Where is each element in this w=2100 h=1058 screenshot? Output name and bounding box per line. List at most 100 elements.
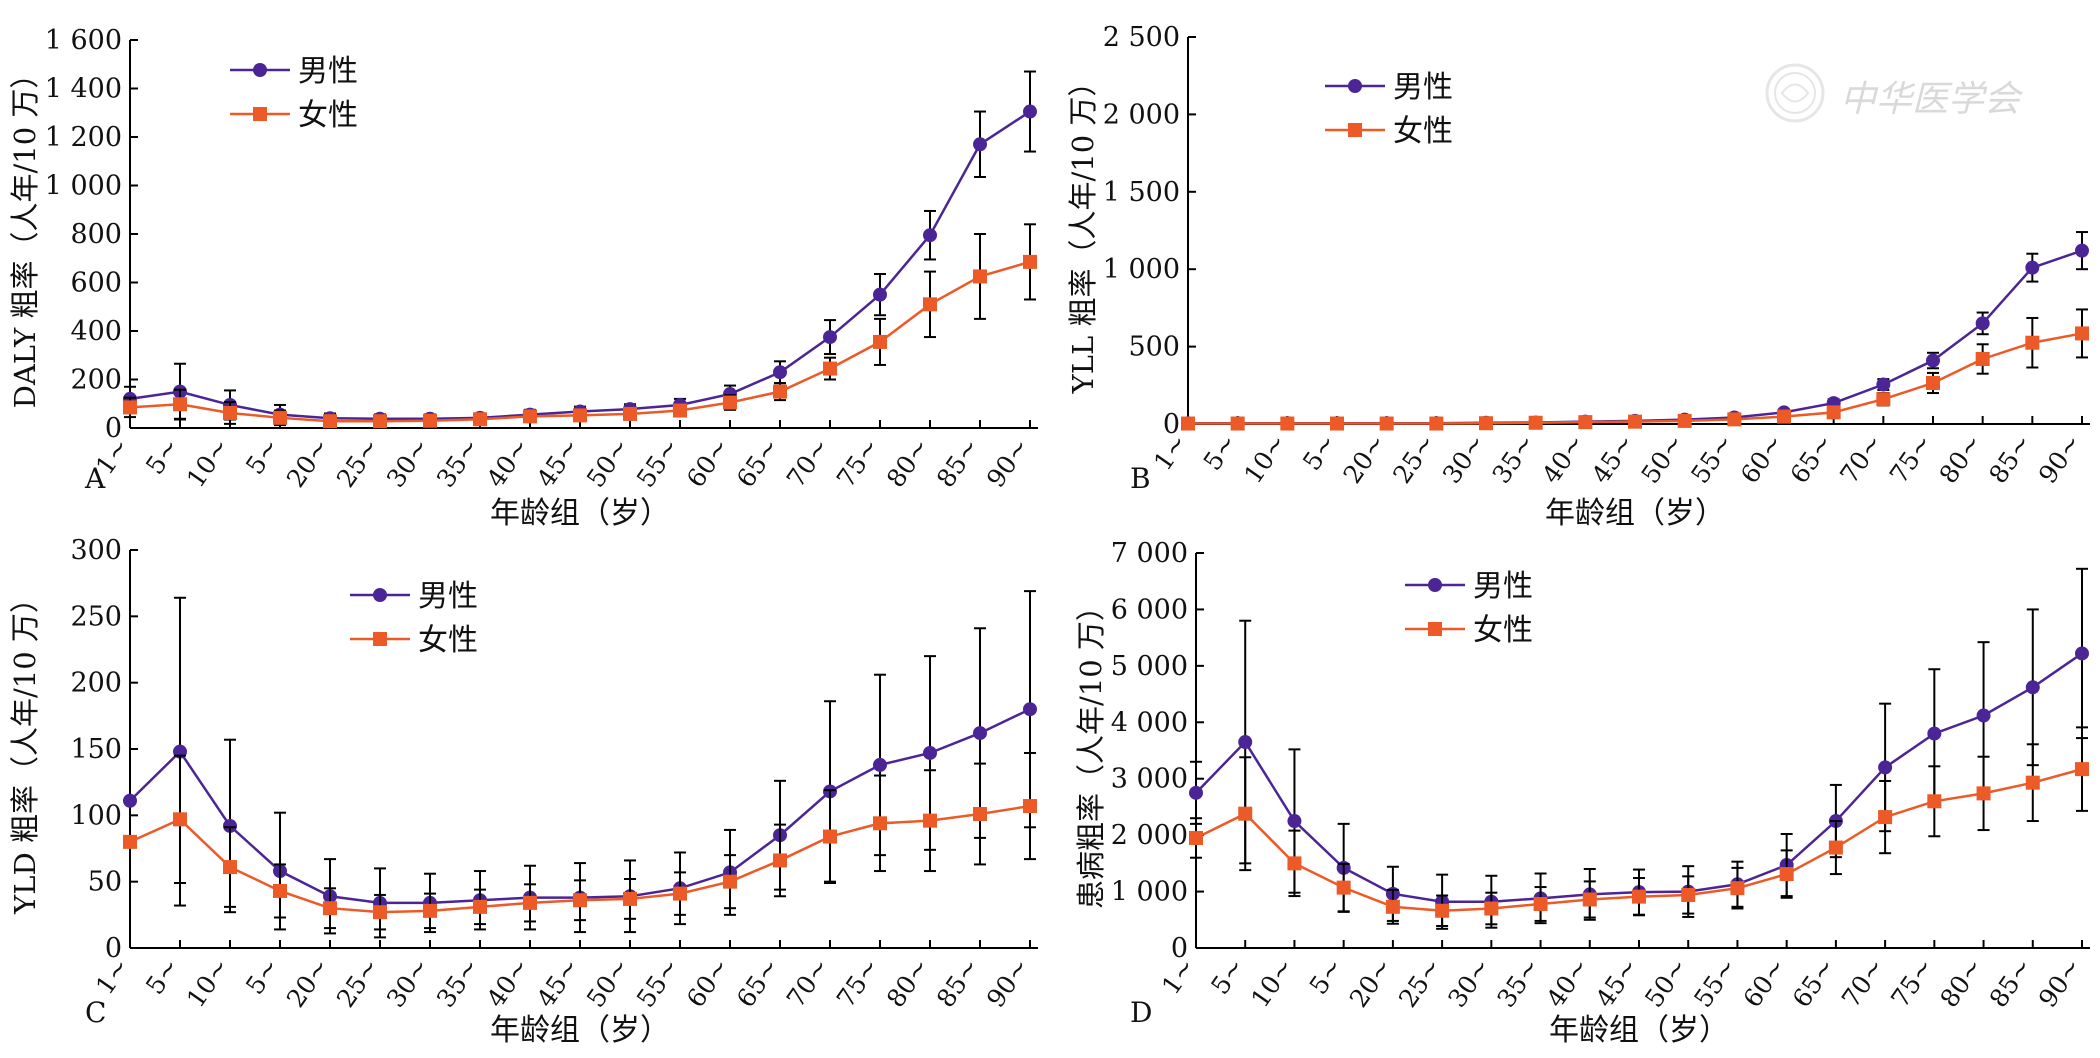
data-point — [223, 405, 237, 420]
data-point — [1429, 416, 1444, 431]
x-tick-label: 20~ — [281, 953, 335, 1013]
data-point — [1023, 702, 1037, 717]
data-point — [1385, 899, 1400, 914]
x-tick-label: 5~ — [1297, 429, 1342, 476]
x-tick-label: 25~ — [1393, 953, 1447, 1013]
data-point — [1681, 887, 1696, 902]
data-point — [923, 745, 937, 760]
data-point — [2025, 775, 2040, 790]
x-tick-label: 25~ — [1387, 429, 1441, 489]
x-tick-label: 60~ — [681, 953, 735, 1013]
series-male — [1189, 567, 2089, 930]
x-tick-label: 55~ — [631, 953, 685, 1013]
data-point — [973, 807, 987, 822]
legend-marker — [253, 63, 267, 77]
data-point — [1677, 413, 1692, 428]
data-point — [1238, 806, 1253, 821]
x-tick-label: 90~ — [2033, 953, 2087, 1013]
x-tick-label: 35~ — [431, 433, 485, 493]
data-point — [373, 905, 387, 920]
data-point — [1975, 351, 1990, 366]
y-tick-label: 800 — [70, 219, 122, 250]
x-tick-label: 70~ — [781, 953, 835, 1013]
data-point — [1189, 785, 1203, 800]
data-point — [1926, 353, 1940, 368]
data-point — [923, 813, 937, 828]
x-tick-label: 55~ — [1685, 429, 1739, 489]
y-axis-label: 患病粗率（人年/10 万） — [1074, 592, 1108, 909]
x-tick-label: 25~ — [331, 433, 385, 493]
y-tick-label: 250 — [70, 601, 122, 632]
y-tick-label: 0 — [1163, 409, 1180, 440]
x-axis-label: 年龄组（岁） — [1549, 1013, 1729, 1048]
y-tick-label: 6 000 — [1111, 594, 1188, 625]
legend-label: 男性 — [298, 54, 358, 89]
data-point — [523, 409, 537, 424]
x-tick-label: 5~ — [140, 433, 185, 480]
series-male — [123, 70, 1037, 426]
legend-label: 女性 — [1393, 114, 1453, 149]
y-tick-label: 1 600 — [45, 25, 122, 56]
data-point — [1878, 810, 1893, 825]
data-point — [573, 893, 587, 908]
y-tick-label: 1 000 — [1111, 877, 1188, 908]
series-female — [1181, 308, 2089, 431]
y-tick-label: 50 — [88, 867, 122, 898]
data-point — [2075, 762, 2089, 777]
data-point — [773, 853, 787, 868]
series-line — [1188, 249, 2083, 425]
x-tick-label: 90~ — [2033, 429, 2087, 489]
data-point — [1975, 316, 1990, 331]
data-point — [1287, 814, 1302, 829]
x-tick-label: 30~ — [381, 433, 435, 493]
data-point — [1336, 880, 1351, 895]
data-point — [1828, 840, 1843, 855]
data-point — [2075, 326, 2089, 341]
data-point — [1777, 409, 1791, 424]
y-tick-label: 600 — [70, 268, 122, 299]
data-point — [873, 757, 887, 772]
data-point — [773, 365, 787, 380]
data-point — [1628, 414, 1642, 429]
x-tick-label: 60~ — [1738, 953, 1792, 1013]
y-tick-label: 1 000 — [1103, 254, 1180, 285]
x-tick-label: 75~ — [831, 433, 885, 493]
x-tick-label: 85~ — [1984, 953, 2038, 1013]
data-point — [1379, 416, 1394, 431]
data-point — [2075, 243, 2089, 258]
x-tick-label: 75~ — [831, 953, 885, 1013]
y-tick-label: 1 200 — [45, 122, 122, 153]
legend-marker — [1428, 578, 1442, 592]
data-point — [1727, 412, 1742, 427]
data-point — [1730, 881, 1745, 896]
y-tick-label: 5 000 — [1111, 651, 1188, 682]
y-tick-label: 150 — [70, 734, 122, 765]
data-point — [973, 269, 987, 284]
data-point — [923, 297, 937, 312]
x-tick-label: 40~ — [1536, 429, 1590, 489]
y-tick-label: 2 000 — [1111, 820, 1188, 851]
data-point — [273, 410, 287, 425]
legend-marker — [1348, 123, 1362, 137]
x-axis-label: 年龄组（岁） — [490, 1013, 670, 1048]
x-tick-label: 20~ — [281, 433, 335, 493]
y-tick-label: 7 000 — [1111, 538, 1188, 569]
x-tick-label: 40~ — [1541, 953, 1595, 1013]
x-tick-label: 90~ — [981, 433, 1035, 493]
y-tick-label: 200 — [70, 668, 122, 699]
x-tick-label: 65~ — [1785, 429, 1839, 489]
x-tick-label: 40~ — [481, 433, 535, 493]
x-tick-label: 50~ — [581, 953, 635, 1013]
panel-letter: C — [85, 996, 106, 1029]
x-tick-label: 35~ — [1487, 429, 1541, 489]
x-tick-label: 30~ — [1442, 953, 1496, 1013]
data-point — [823, 330, 837, 345]
data-point — [873, 287, 887, 302]
x-tick-label: 10~ — [181, 953, 235, 1013]
data-point — [1023, 254, 1037, 269]
